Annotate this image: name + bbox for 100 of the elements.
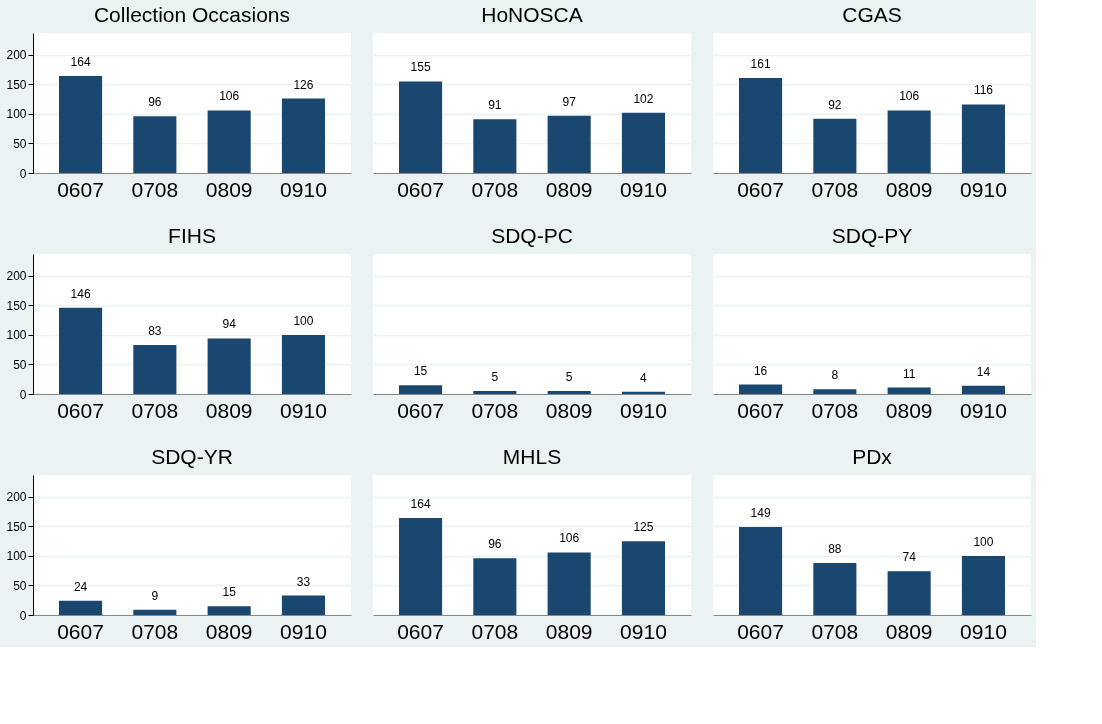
bar <box>813 563 857 615</box>
bar <box>621 541 665 615</box>
y-tick-label: 50 <box>13 357 27 372</box>
bar <box>207 110 251 173</box>
chart-title: MHLS <box>502 445 562 468</box>
data-label: 100 <box>973 534 994 549</box>
data-label: 14 <box>976 364 991 379</box>
x-tick-label: 0809 <box>205 619 253 643</box>
data-label: 116 <box>973 83 994 98</box>
y-tick-label: 50 <box>13 578 27 593</box>
chart-title: Collection Occasions <box>93 3 291 26</box>
data-label: 106 <box>559 531 580 546</box>
data-label: 126 <box>293 77 314 92</box>
y-tick-label: 100 <box>6 328 27 343</box>
bar <box>399 518 443 615</box>
bar <box>547 115 591 173</box>
chart-title: HoNOSCA <box>481 3 583 26</box>
y-tick-label: 150 <box>6 298 27 313</box>
data-label: 74 <box>902 550 917 565</box>
data-label: 5 <box>565 370 573 385</box>
data-label: 33 <box>296 574 311 589</box>
y-tick-label: 200 <box>6 490 27 505</box>
x-tick-label: 0708 <box>811 177 859 201</box>
chart-title: CGAS <box>842 3 902 26</box>
x-tick-label: 0910 <box>280 177 327 201</box>
bar <box>473 119 517 173</box>
data-label: 9 <box>151 588 159 603</box>
data-label: 96 <box>148 95 162 110</box>
x-tick-label: 0708 <box>811 398 859 422</box>
x-tick-label: 0910 <box>960 177 1007 201</box>
data-label: 164 <box>70 55 91 70</box>
chart-title: FIHS <box>168 224 216 247</box>
x-tick-label: 0809 <box>545 398 593 422</box>
x-tick-label: 0910 <box>960 398 1007 422</box>
data-label: 94 <box>222 317 237 332</box>
x-tick-label: 0708 <box>471 619 519 643</box>
data-label: 8 <box>831 368 839 383</box>
x-tick-label: 0708 <box>131 177 179 201</box>
data-label: 106 <box>219 89 240 104</box>
bar <box>207 606 251 615</box>
bar <box>813 118 857 173</box>
data-label: 100 <box>293 313 314 328</box>
x-tick-label: 0607 <box>737 619 784 643</box>
bar <box>739 526 783 615</box>
data-label: 88 <box>828 542 842 557</box>
data-label: 83 <box>148 323 162 338</box>
data-label: 16 <box>753 363 768 378</box>
data-label: 11 <box>902 366 916 381</box>
bar <box>887 110 931 173</box>
bar <box>399 81 443 173</box>
x-tick-label: 0910 <box>280 398 327 422</box>
x-tick-label: 0607 <box>57 619 104 643</box>
x-tick-label: 0910 <box>620 619 667 643</box>
x-tick-label: 0607 <box>397 398 444 422</box>
x-tick-label: 0708 <box>811 619 859 643</box>
bar <box>59 600 103 615</box>
bar <box>59 307 103 394</box>
bar <box>281 334 325 394</box>
bar <box>961 555 1005 615</box>
x-tick-label: 0809 <box>545 177 593 201</box>
data-label: 161 <box>750 56 771 71</box>
x-tick-label: 0910 <box>280 619 327 643</box>
data-label: 155 <box>410 60 431 75</box>
x-tick-label: 0708 <box>131 398 179 422</box>
data-label: 146 <box>70 286 91 301</box>
bar <box>621 112 665 173</box>
bar <box>961 104 1005 173</box>
data-label: 15 <box>413 364 428 379</box>
y-tick-label: 200 <box>6 48 27 63</box>
chart-title: SDQ-PC <box>491 224 573 247</box>
y-tick-label: 50 <box>13 136 27 151</box>
bar <box>887 571 931 615</box>
x-tick-label: 0809 <box>885 177 933 201</box>
data-label: 92 <box>828 97 842 112</box>
x-tick-label: 0910 <box>620 398 667 422</box>
bar <box>59 76 103 173</box>
chart-title: SDQ-YR <box>151 445 233 468</box>
y-tick-label: 100 <box>6 107 27 122</box>
bar <box>133 609 177 615</box>
x-tick-label: 0607 <box>397 177 444 201</box>
bar <box>281 98 325 173</box>
x-tick-label: 0607 <box>57 398 104 422</box>
chart-title: PDx <box>852 445 893 468</box>
x-tick-label: 0607 <box>737 398 784 422</box>
data-label: 125 <box>633 520 654 535</box>
x-tick-label: 0607 <box>57 177 104 201</box>
bar <box>133 344 177 394</box>
bar <box>133 116 177 173</box>
bar <box>739 77 783 173</box>
data-label: 164 <box>410 497 431 512</box>
x-tick-label: 0607 <box>397 619 444 643</box>
x-tick-label: 0809 <box>205 177 253 201</box>
x-tick-label: 0809 <box>545 619 593 643</box>
x-tick-label: 0708 <box>131 619 179 643</box>
x-tick-label: 0809 <box>205 398 253 422</box>
y-tick-label: 0 <box>19 608 27 623</box>
data-label: 15 <box>222 585 237 600</box>
x-tick-label: 0910 <box>620 177 667 201</box>
data-label: 97 <box>562 94 577 109</box>
x-tick-label: 0910 <box>960 619 1007 643</box>
